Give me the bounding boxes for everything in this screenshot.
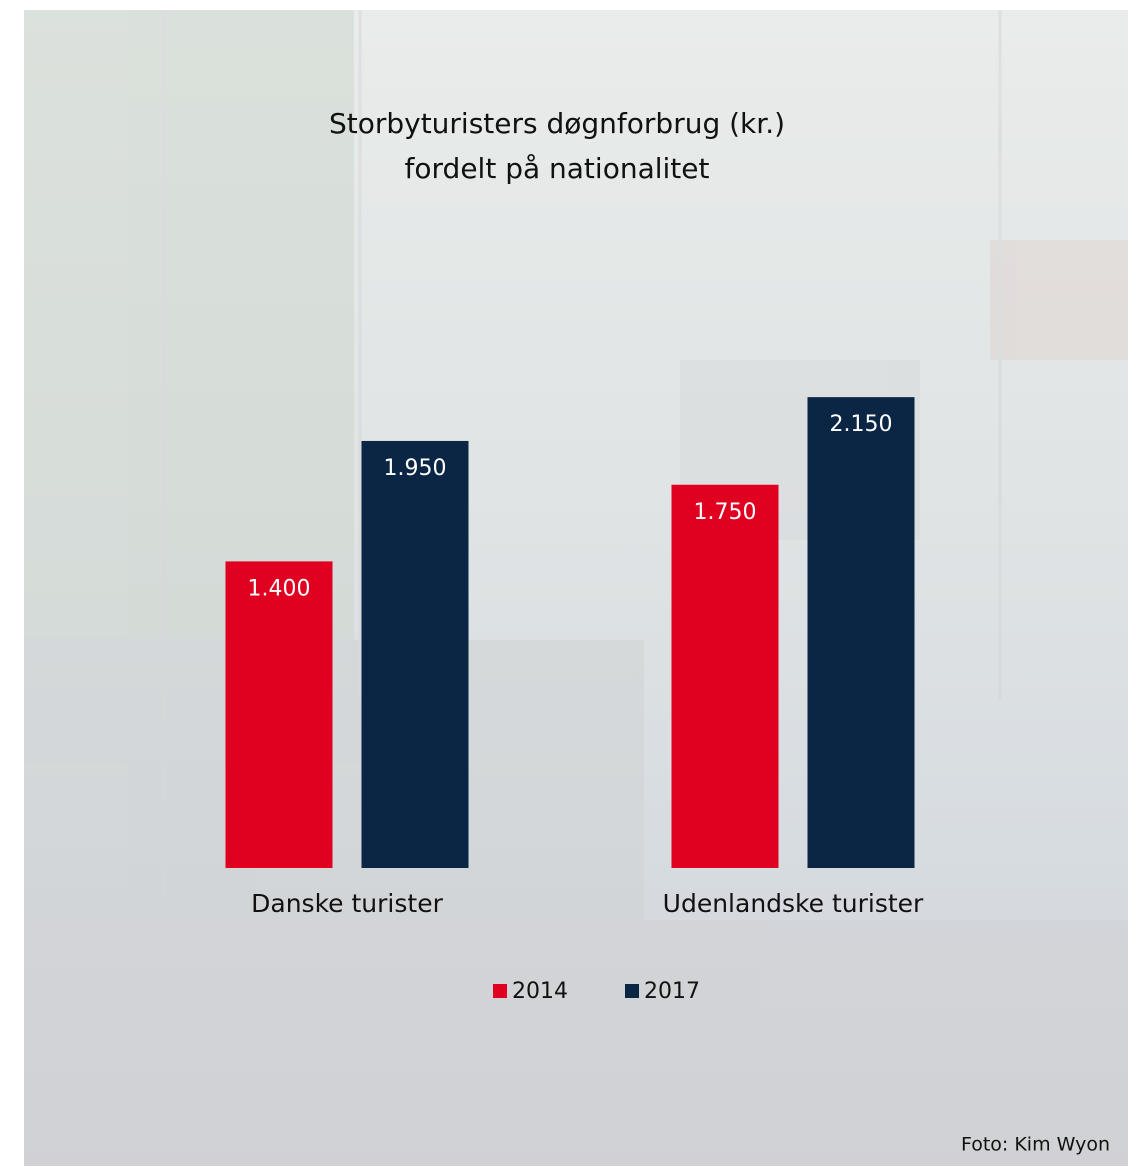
value-label: 1.950: [384, 456, 447, 481]
category-label: Udenlandske turister: [663, 889, 924, 918]
bar: [225, 561, 333, 868]
value-label: 1.750: [694, 500, 757, 525]
value-label: 2.150: [830, 412, 893, 437]
category-label: Danske turister: [251, 889, 443, 918]
legend-swatch: [493, 984, 507, 998]
photo-credit: Foto: Kim Wyon: [961, 1134, 1110, 1156]
chart-title-line-2: fordelt på nationalitet: [405, 152, 710, 185]
photo-texture: [24, 10, 1128, 1166]
bar: [671, 484, 779, 868]
legend-label: 2014: [512, 979, 568, 1004]
legend-label: 2017: [644, 979, 700, 1004]
bar: [807, 397, 915, 868]
legend-swatch: [625, 984, 639, 998]
value-label: 1.400: [248, 576, 311, 601]
chart-title: Storbyturisters døgnforbrug (kr.): [329, 107, 785, 140]
bar: [361, 440, 469, 868]
